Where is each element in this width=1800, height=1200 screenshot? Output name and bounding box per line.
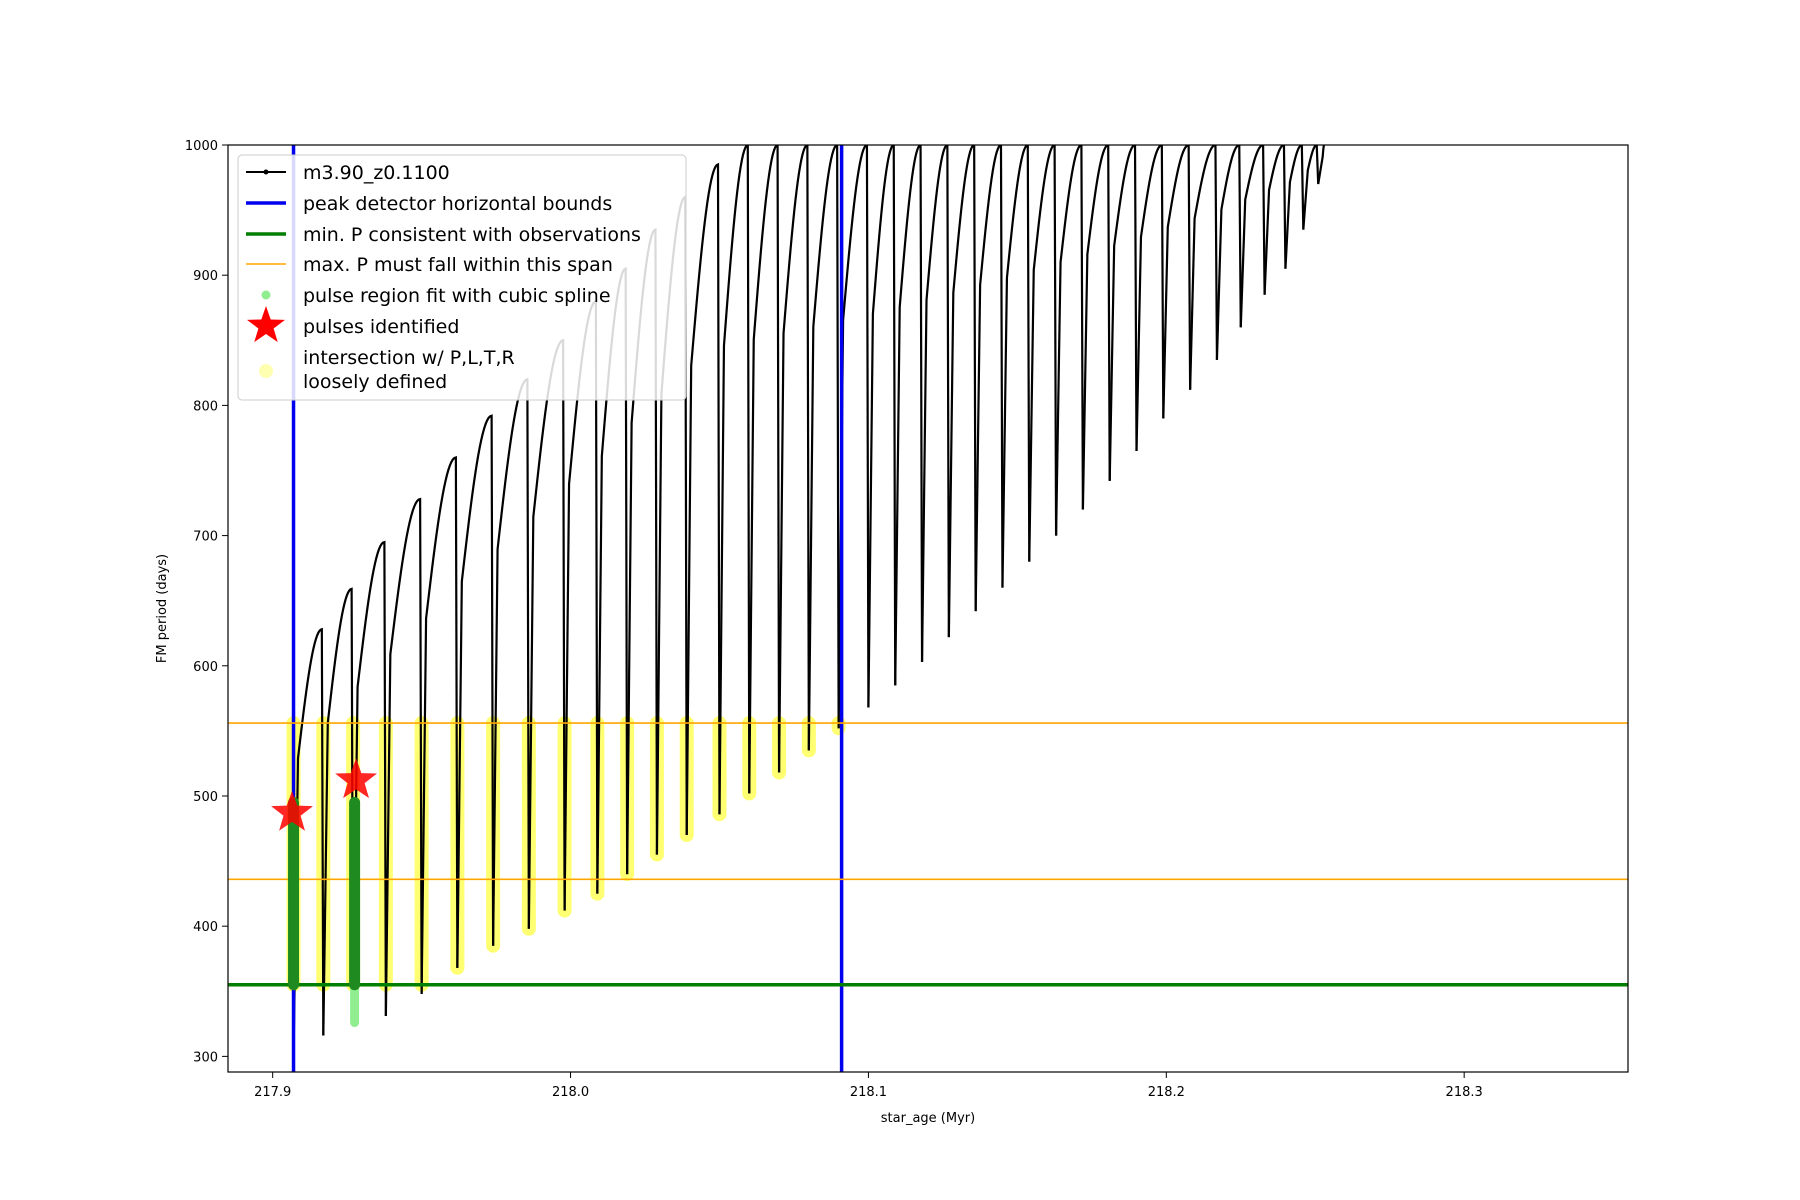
legend-intersection-handle bbox=[259, 364, 273, 378]
pulse-curve bbox=[1263, 145, 1287, 295]
pulse-curve bbox=[1189, 145, 1219, 390]
pulse-curve bbox=[420, 455, 459, 994]
pulse-curve bbox=[352, 540, 387, 1026]
legend-label: intersection w/ P,L,T,R bbox=[303, 347, 515, 369]
pulse-curve bbox=[456, 414, 495, 968]
pulse-curve bbox=[974, 145, 1004, 612]
pulse-curve bbox=[322, 587, 355, 1036]
y-tick-label: 900 bbox=[193, 269, 218, 284]
legend-box bbox=[237, 154, 687, 401]
pulse-curve bbox=[1135, 145, 1165, 451]
legend-label: peak detector horizontal bounds bbox=[303, 193, 612, 215]
pulse-curve bbox=[1215, 145, 1242, 360]
legend-marker-handle bbox=[263, 169, 269, 175]
pulse-curve bbox=[807, 145, 840, 751]
y-tick-label: 1000 bbox=[185, 139, 218, 154]
x-tick-label: 218.3 bbox=[1446, 1085, 1483, 1100]
y-tick-label: 300 bbox=[193, 1050, 218, 1065]
y-axis-title: FM period (days) bbox=[155, 554, 170, 663]
pulse-curve bbox=[1239, 145, 1266, 328]
pulse-curve bbox=[894, 145, 924, 686]
legend-star-handle bbox=[246, 306, 286, 343]
x-tick-label: 217.9 bbox=[254, 1085, 291, 1100]
plot-area bbox=[228, 145, 1628, 1072]
pulse-curve bbox=[1001, 145, 1031, 588]
legend-spline-handle bbox=[261, 290, 271, 300]
pulse-curve bbox=[718, 145, 751, 815]
y-tick-label: 600 bbox=[193, 660, 218, 675]
legend-label: max. P must fall within this span bbox=[303, 254, 613, 276]
pulse-curve bbox=[292, 627, 325, 1059]
x-axis-title: star_age (Myr) bbox=[881, 1111, 975, 1126]
legend-label: loosely defined bbox=[303, 371, 447, 393]
pulse-curve bbox=[748, 145, 781, 794]
pulse-curve bbox=[1284, 145, 1305, 269]
y-tick-label: 500 bbox=[193, 790, 218, 805]
legend-label: pulse region fit with cubic spline bbox=[303, 285, 611, 307]
legend-label: min. P consistent with observations bbox=[303, 224, 641, 246]
pulse-curve bbox=[867, 145, 897, 708]
pulse-curve bbox=[1162, 145, 1192, 419]
pulse-identified-star bbox=[335, 758, 378, 799]
pulse-curve bbox=[1108, 145, 1138, 481]
y-tick-label: 400 bbox=[193, 920, 218, 935]
pulse-curve bbox=[1028, 145, 1058, 562]
pulse-curve bbox=[777, 145, 810, 773]
y-tick-label: 700 bbox=[193, 530, 218, 545]
pulse-curve bbox=[947, 145, 977, 638]
pulse-curve bbox=[920, 145, 950, 662]
axes-frame bbox=[227, 144, 1629, 1073]
y-tick-label: 800 bbox=[193, 399, 218, 414]
legend-label: pulses identified bbox=[303, 316, 459, 338]
pulse-identified-star bbox=[271, 790, 313, 831]
pulse-curve bbox=[384, 497, 423, 1017]
legend-label: m3.90_z0.1100 bbox=[303, 162, 450, 184]
pulse-curve bbox=[1054, 145, 1084, 536]
pulse-curve bbox=[1081, 145, 1111, 510]
pulse-curve bbox=[837, 145, 870, 729]
x-tick-label: 218.0 bbox=[552, 1085, 589, 1100]
spline-series bbox=[288, 796, 361, 1028]
x-tick-label: 218.2 bbox=[1148, 1085, 1185, 1100]
axes: 217.9 218.0 218.1 218.2 218.3 300 400 500 600 700… bbox=[185, 139, 1629, 1100]
pulse-curve bbox=[685, 162, 721, 836]
x-tick-label: 218.1 bbox=[850, 1085, 887, 1100]
